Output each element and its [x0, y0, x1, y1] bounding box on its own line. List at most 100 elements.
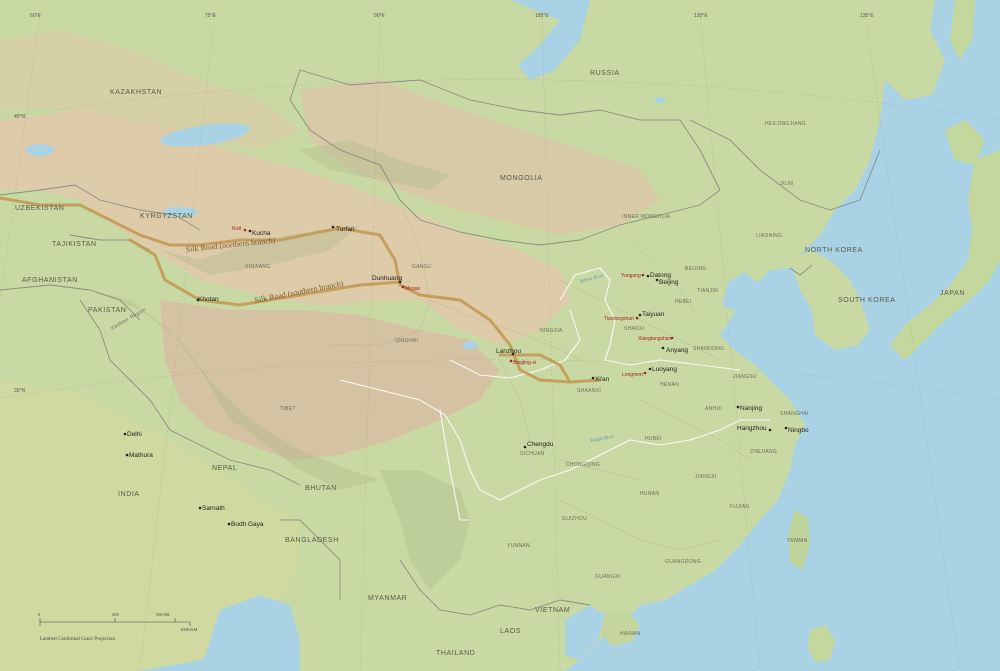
region-label-tianjin: TIANJIN	[697, 288, 718, 294]
site-label-bingling-si: Bingling-si	[513, 360, 536, 366]
country-label-nepal: NEPAL	[212, 465, 237, 472]
region-label-anhui: ANHUI	[705, 406, 722, 412]
region-label-shanxi: SHANXI	[624, 326, 644, 332]
region-label-jilin: JILIN	[780, 181, 793, 187]
city-label-delhi: Delhi	[127, 431, 142, 438]
city-label-mathura: Mathura	[129, 452, 153, 459]
city-label-turfan: Turfan	[336, 226, 355, 233]
country-label-thailand: THAILAND	[436, 650, 475, 657]
region-label-shandong: SHANDONG	[693, 346, 724, 352]
country-label-mongolia: MONGOLIA	[500, 175, 543, 182]
lakes	[26, 0, 666, 349]
region-label-guizhou: GUIZHOU	[562, 516, 587, 522]
site-label-yungang: Yungang	[621, 273, 641, 279]
region-label-jiangxi: JIANGXI	[695, 474, 717, 480]
graticule-label-90e: 90°E	[374, 13, 386, 19]
region-label-sichuan: SICHUAN	[520, 451, 545, 457]
city-label-xian: Xi'an	[595, 376, 610, 383]
site-label-longmen: Longmen	[622, 372, 643, 378]
country-label-japan: JAPAN	[940, 290, 965, 297]
region-label-liaoning: LIAONING	[756, 233, 782, 239]
country-label-india: INDIA	[118, 491, 140, 498]
region-label-guangdong: GUANGDONG	[665, 559, 701, 565]
country-label-vietnam: VIETNAM	[535, 607, 570, 614]
country-label-afghanistan: AFGHANISTAN	[22, 277, 78, 284]
country-borders	[0, 69, 881, 616]
scale-tick-0: 0	[38, 612, 41, 617]
country-label-laos: LAOS	[500, 628, 521, 635]
graticule	[0, 13, 1000, 671]
region-label-yunnan: YUNNAN	[507, 543, 530, 549]
graticule-label-105e: 105°E	[535, 13, 549, 19]
scale-bar: 0 200 500 MI 1000 KM	[38, 612, 197, 632]
region-label-guangxi: GUANGXI	[595, 574, 620, 580]
region-label-gansu: GANSU	[412, 264, 431, 270]
country-label-uzbekistan: UZBEKISTAN	[15, 205, 64, 212]
country-label-bangladesh: BANGLADESH	[285, 537, 339, 544]
city-label-taiyuan: Taiyuan	[642, 311, 665, 318]
land-japan-north	[945, 120, 985, 165]
country-label-myanmar: MYANMAR	[368, 595, 407, 602]
yellow-river-line	[559, 267, 741, 371]
land-india	[0, 380, 300, 671]
graticule-label-30n: 30°N	[14, 388, 26, 394]
city-label-dunhuang: Dunhuang	[372, 275, 402, 282]
plateau-tibet	[160, 300, 500, 460]
region-label-shanghai: SHANGHAI	[780, 411, 809, 417]
region-label-tibet: TIBET	[280, 406, 296, 412]
city-label-kucha: Kucha	[252, 230, 271, 237]
graticule-label-135e: 135°E	[860, 13, 874, 19]
graticule-label-45n: 45°N	[14, 114, 26, 120]
region-label-zhejiang: ZHEJIANG	[750, 449, 777, 455]
country-label-russia: RUSSIA	[590, 70, 620, 77]
country-label-south-korea: SOUTH KOREA	[838, 297, 896, 304]
region-label-fujian: FUJIAN	[730, 504, 749, 510]
city-label-anyang: Anyang	[666, 347, 688, 354]
rivers	[339, 267, 770, 521]
land-japan	[890, 150, 1000, 360]
city-label-bodh-gaya: Bodh Gaya	[231, 521, 264, 528]
city-label-luoyang: Luoyang	[652, 366, 677, 373]
land-sakhalin	[950, 0, 975, 60]
country-label-pakistan: PAKISTAN	[88, 307, 126, 314]
city-label-nanjing: Nanjing	[740, 405, 762, 412]
scale-tick-1000km: 1000 KM	[180, 627, 197, 632]
city-label-khotan: Khotan	[198, 296, 219, 303]
sea-bengal	[200, 595, 300, 671]
city-label-hangzhou: Hangzhou	[737, 425, 767, 432]
land-taiwan	[788, 510, 810, 570]
sea-tonkin	[565, 605, 605, 660]
label-yangzi-river: Yangzi River	[589, 435, 615, 444]
silk-road-northern-line	[0, 196, 602, 384]
mountain-shading	[90, 140, 470, 590]
region-label-qinghai: QINGHAI	[395, 338, 418, 344]
scale-tick-200: 200	[112, 612, 120, 617]
region-label-xinjiang: XINJIANG	[245, 264, 270, 270]
country-label-taiwan: TAIWAN	[787, 538, 808, 544]
region-label-chongqing: CHONGQING	[566, 462, 600, 468]
desert-mongolia	[300, 80, 660, 235]
projection-note: Lambert Conformal Conic Projection	[40, 637, 115, 642]
region-label-henan: HENAN	[660, 382, 679, 388]
sea-yellow	[755, 320, 820, 405]
region-label-hubei: HUBEI	[645, 436, 662, 442]
desert-kazakh-east	[0, 30, 300, 150]
scale-tick-500mi: 500 MI	[156, 612, 170, 617]
country-label-kyrgyzstan: KYRGYZSTAN	[140, 213, 193, 220]
sea-bohai	[722, 272, 760, 312]
land-korea	[790, 250, 870, 350]
graticule-label-75e: 75°E	[205, 13, 217, 19]
desert-central-asia	[0, 110, 570, 345]
country-label-tajikistan: TAJIKISTAN	[52, 241, 97, 248]
site-label-kizil: Kizil	[232, 226, 241, 232]
site-label-xiangtangshan: Xiangtangshan	[638, 336, 672, 342]
silk-road-southern-line	[128, 238, 402, 307]
region-label-jiangsu: JIANGSU	[733, 374, 757, 380]
region-label-heilongjiang: HEILONGJIANG	[765, 121, 806, 127]
region-label-beijing: BEIJING	[685, 266, 707, 272]
city-dots	[123, 225, 788, 526]
label-yellow-river: Yellow River	[579, 274, 605, 285]
country-label-north-korea: NORTH KOREA	[805, 247, 863, 254]
